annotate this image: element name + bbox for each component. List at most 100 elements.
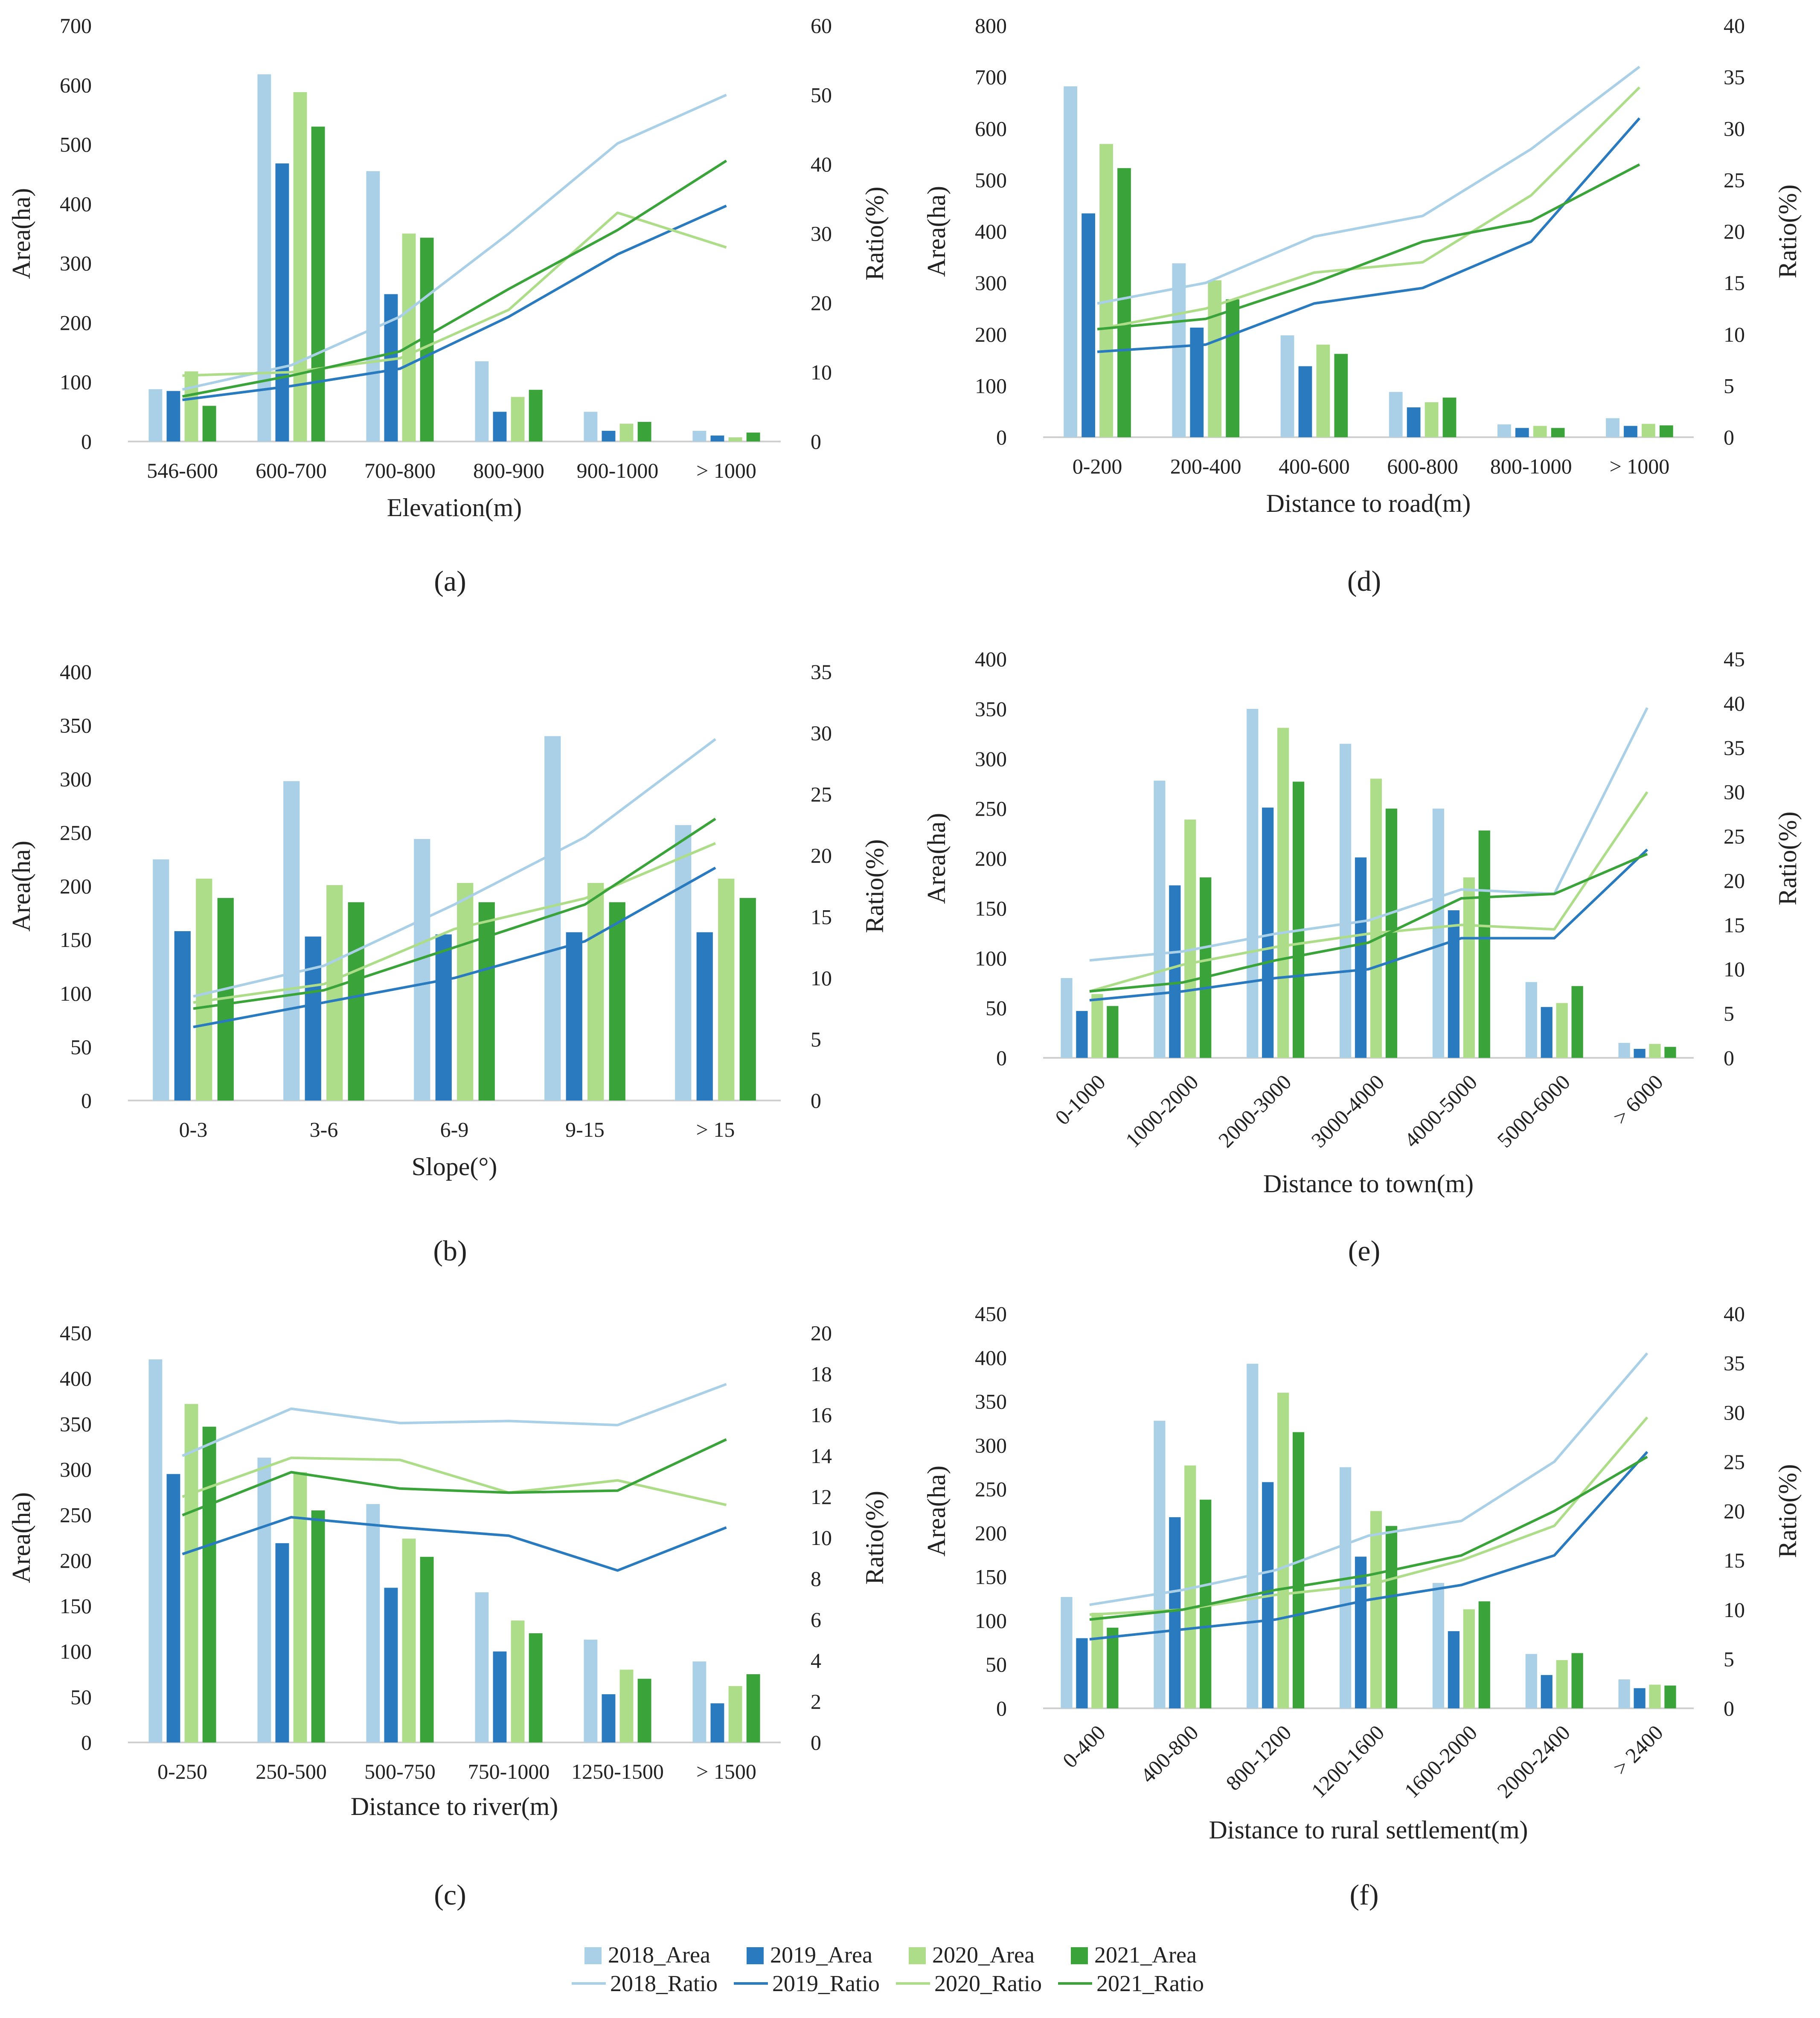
x-tick-label: 5000-6000	[1492, 1070, 1575, 1152]
y-left-tick-label: 200	[975, 847, 1007, 871]
legend-label: 2020_Area	[932, 1942, 1035, 1968]
y-right-tick-label: 35	[1724, 1351, 1745, 1375]
bar-2019-area	[1541, 1007, 1553, 1058]
x-tick-label: 200-400	[1170, 454, 1241, 478]
line-2020-ratio	[1089, 791, 1648, 993]
line-2018-ratio	[182, 93, 727, 391]
y-left-tick-label: 0	[81, 1089, 92, 1112]
legend-label: 2020_Ratio	[934, 1971, 1042, 1996]
bar-2020-area	[1370, 1511, 1382, 1708]
line-2018-ratio	[1097, 66, 1640, 305]
y-left-tick-label: 300	[60, 767, 92, 791]
y-left-tick-label: 800	[975, 14, 1007, 38]
bar-2019-area	[1262, 807, 1274, 1058]
bar-2020-area	[619, 1670, 634, 1742]
y-left-tick-label: 0	[81, 430, 92, 453]
x-tick-label: 500-750	[364, 1760, 436, 1783]
y-left-tick-label: 400	[60, 1367, 92, 1391]
line-2021-ratio	[182, 1438, 727, 1516]
bar-2020-area	[1533, 426, 1547, 437]
y-left-tick-label: 300	[60, 251, 92, 275]
y-left-tick-label: 0	[81, 1731, 92, 1754]
legend-label: 2018_Ratio	[610, 1971, 718, 1996]
bar-2019-area	[174, 931, 191, 1100]
y-right-tick-label: 20	[1724, 868, 1745, 892]
x-tick-label: > 15	[696, 1118, 735, 1141]
y-right-tick-label: 15	[1724, 271, 1745, 295]
bar-2021-area	[1107, 1006, 1119, 1058]
x-tick-label: 546-600	[147, 459, 218, 482]
chart-panel-a: 0 100 200 300 400 500 600 700 0 10 20 30 40 50 60 Area(…	[7, 14, 889, 597]
y-left-tick-label: 500	[975, 168, 1007, 192]
bar-2020-area	[1649, 1684, 1661, 1708]
bar-2021-area	[739, 898, 756, 1100]
chart-panel-f: 0 50 100 150 200 250 300 350 400 450 0 5 10 15 20 25 30 3…	[922, 1302, 1802, 1911]
panel-label: (e)	[1348, 1234, 1380, 1267]
y-right-tick-label: 50	[811, 83, 832, 107]
y-left-axis-title: Area(ha)	[7, 1492, 35, 1583]
line-2019-ratio	[182, 1516, 727, 1572]
bar-2018-area	[148, 1359, 163, 1742]
x-tick-label: 1200-1600	[1306, 1720, 1389, 1803]
x-tick-label: 700-800	[364, 459, 436, 482]
bar-2021-area	[1664, 1685, 1676, 1708]
x-tick-label: 1600-2000	[1399, 1720, 1482, 1803]
line-2018-ratio	[1089, 1352, 1648, 1606]
y-right-tick-label: 18	[811, 1362, 832, 1386]
bar-2018-area	[1154, 781, 1166, 1058]
bar-2018-area	[1064, 86, 1078, 437]
bar-2018-area	[257, 74, 271, 441]
x-tick-label: > 1000	[696, 459, 756, 482]
bar-2021-area	[1551, 428, 1565, 437]
y-right-tick-label: 30	[811, 721, 832, 745]
bar-2021-area	[1200, 877, 1212, 1058]
bar-2020-area	[1556, 1003, 1568, 1058]
y-left-tick-label: 350	[975, 697, 1007, 721]
y-right-tick-label: 12	[811, 1485, 832, 1509]
bar-2018-area	[366, 171, 380, 441]
y-left-tick-label: 0	[996, 425, 1007, 449]
line-2021-ratio	[193, 818, 716, 1010]
y-right-tick-label: 60	[811, 14, 832, 38]
x-tick-label: 0-3	[179, 1118, 208, 1141]
bar-2019-area	[384, 294, 398, 441]
legend-label: 2018_Area	[608, 1942, 710, 1968]
y-right-tick-label: 5	[1724, 374, 1734, 398]
bar-2020-area	[619, 424, 634, 441]
bar-2021-area	[1385, 1526, 1398, 1708]
y-left-tick-label: 350	[975, 1390, 1007, 1414]
y-left-tick-label: 150	[60, 1594, 92, 1618]
x-tick-label: 9-15	[565, 1118, 605, 1141]
x-tick-label: 600-700	[256, 459, 327, 482]
bar-2019-area	[305, 936, 321, 1100]
y-left-tick-label: 100	[60, 981, 92, 1005]
bar-2019-area	[566, 932, 582, 1100]
legend-label: 2019_Area	[770, 1942, 872, 1968]
y-left-tick-label: 200	[975, 1521, 1007, 1545]
line-2019-ratio	[182, 204, 727, 401]
line-2018-ratio	[193, 738, 716, 998]
y-left-tick-label: 50	[986, 1652, 1007, 1676]
y-left-tick-label: 200	[60, 1548, 92, 1572]
y-right-tick-label: 0	[1724, 1696, 1734, 1720]
bar-2018-area	[1339, 743, 1352, 1058]
y-right-tick-label: 10	[1724, 322, 1745, 346]
bar-2020-area	[728, 1686, 742, 1742]
bar-2021-area	[1292, 1432, 1305, 1708]
x-axis-title: Elevation(m)	[387, 494, 522, 522]
y-left-tick-label: 250	[60, 821, 92, 845]
bar-2018-area	[1247, 1364, 1259, 1708]
bar-2018-area	[283, 781, 300, 1100]
bar-2020-area	[1556, 1660, 1568, 1708]
bar-2018-area	[414, 839, 430, 1100]
bar-2021-area	[1478, 830, 1490, 1058]
bar-2020-area	[196, 878, 212, 1100]
y-left-axis-title: Area(ha)	[922, 186, 951, 277]
x-tick-label: 1000-2000	[1121, 1070, 1203, 1152]
bar-2018-area	[1432, 1583, 1445, 1708]
bar-2021-area	[311, 1510, 325, 1742]
legend-label: 2019_Ratio	[772, 1971, 880, 1996]
bar-2018-area	[544, 736, 561, 1100]
bar-2018-area	[1061, 978, 1073, 1058]
bar-2019-area	[1448, 1631, 1459, 1708]
